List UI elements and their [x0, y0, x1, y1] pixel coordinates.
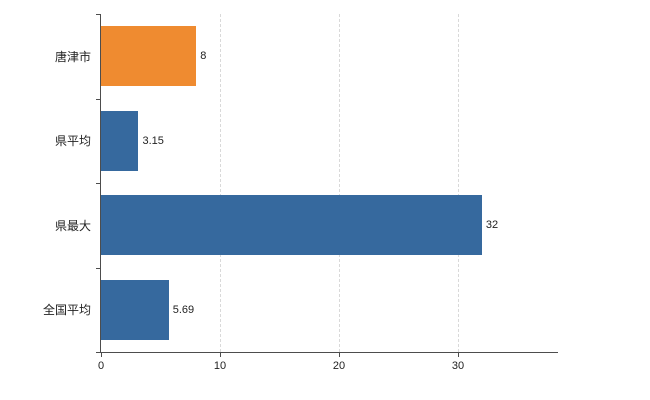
bar-rows: 唐津市 8 県平均 3.15 県最大 32 全国平均 5.69: [43, 14, 558, 353]
x-tick-label: 30: [451, 360, 465, 372]
x-tick-label: 20: [332, 360, 346, 372]
x-tick-mark: [458, 352, 460, 357]
category-label: 県最大: [54, 218, 91, 233]
bar-row: 県平均 3.15: [55, 99, 558, 184]
y-tick-mark: [96, 267, 101, 269]
x-tick-label: 10: [213, 360, 227, 372]
value-label: 5.69: [172, 303, 195, 316]
x-tick-mark: [220, 352, 221, 357]
category-label: 全国平均: [42, 303, 91, 318]
bar-row: 県最大 32: [55, 183, 558, 268]
value-label: 3.15: [142, 134, 164, 147]
bar-3: [101, 195, 482, 256]
bar-4: [101, 279, 169, 340]
bar-1: [101, 26, 197, 87]
bar-row: 唐津市 8: [55, 14, 558, 99]
x-tick-mark: [101, 352, 102, 357]
plot-area: 唐津市 8 県平均 3.15 県最大 32 全国平均 5.69 0 10 20 30: [43, 14, 558, 372]
category-label: 唐津市: [54, 49, 91, 64]
gridline-x-10: [220, 14, 221, 352]
y-tick-mark: [96, 14, 101, 15]
value-label: 32: [485, 219, 499, 232]
bar-row: 全国平均 5.69: [43, 268, 558, 353]
bar-2: [101, 110, 139, 171]
y-tick-mark: [96, 183, 101, 184]
y-tick-mark: [96, 98, 101, 100]
x-tick-mark: [339, 352, 341, 357]
y-tick-mark: [96, 352, 101, 353]
category-label: 県平均: [54, 134, 91, 149]
x-tick-label: 0: [97, 360, 105, 372]
value-label: 8: [200, 50, 207, 63]
gridline-x-20: [339, 14, 341, 352]
gridline-x-30: [458, 14, 460, 352]
